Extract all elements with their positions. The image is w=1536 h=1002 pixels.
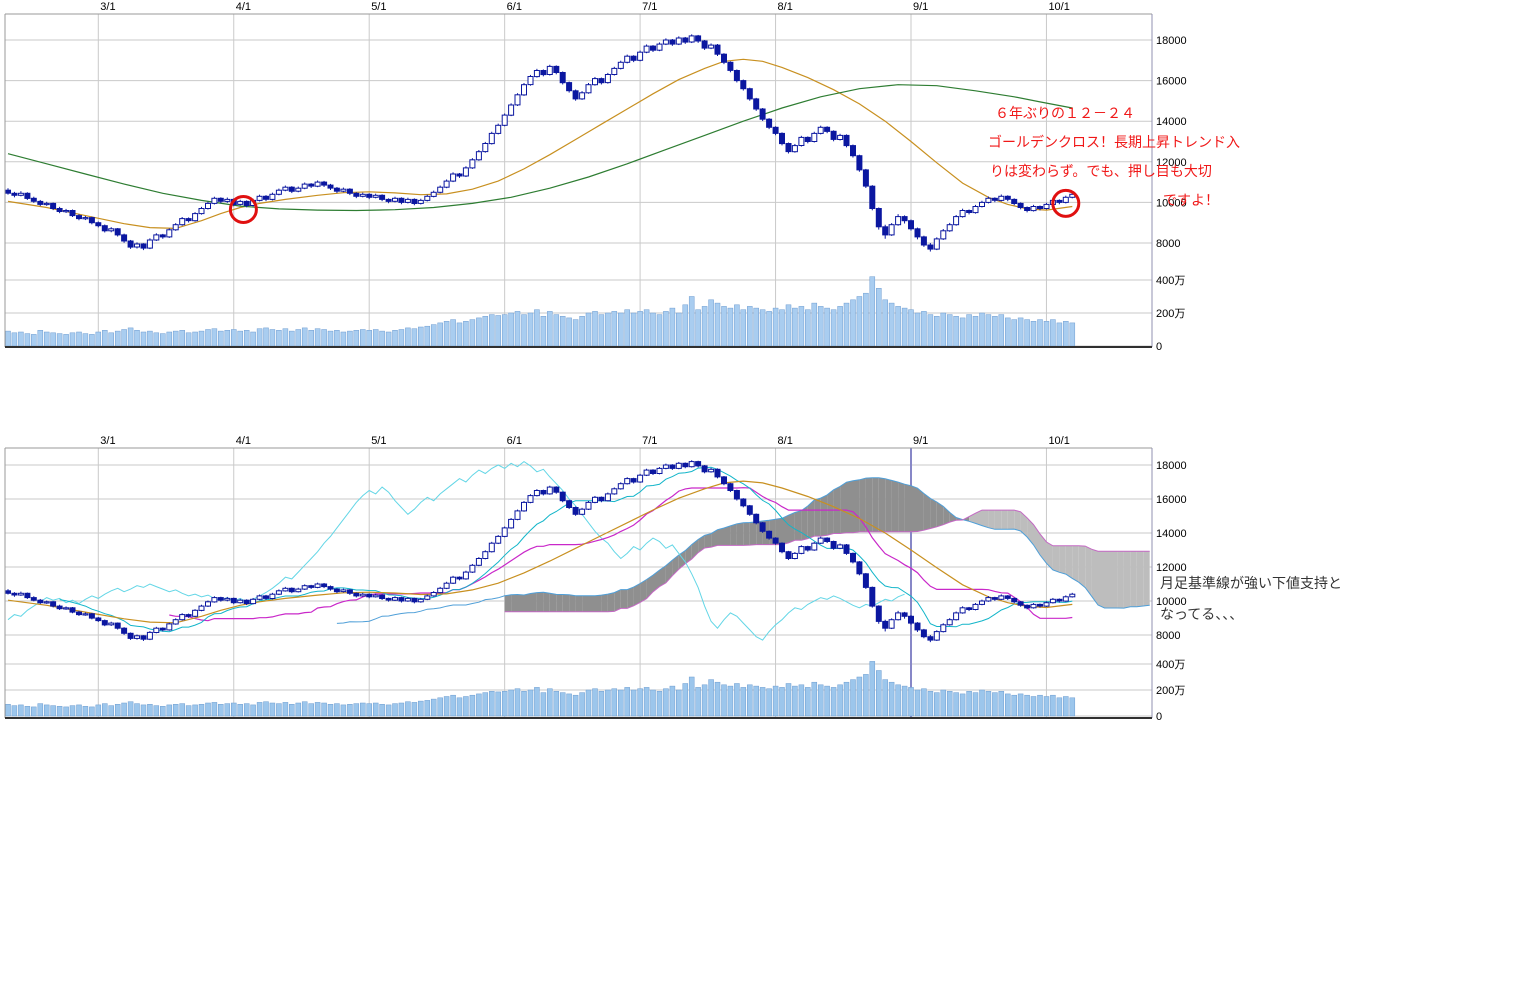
highlight-circles (228, 188, 1081, 224)
chikou-span-line (7, 460, 905, 641)
svg-text:10000: 10000 (1156, 197, 1187, 209)
svg-text:16000: 16000 (1156, 494, 1187, 506)
svg-text:8/1: 8/1 (778, 1, 793, 13)
axis-labels: 3/1 4/1 5/1 6/1 7/1 8/1 9/1 10/1 18000 16000 14000… (100, 1, 1186, 353)
plot-border (4, 447, 1153, 719)
svg-text:0: 0 (1156, 341, 1162, 353)
svg-text:7/1: 7/1 (642, 1, 657, 13)
svg-text:16000: 16000 (1156, 76, 1187, 88)
gridlines (5, 448, 1152, 718)
svg-text:12000: 12000 (1156, 157, 1187, 169)
candlestick-series (5, 460, 1076, 643)
svg-text:4/1: 4/1 (236, 1, 251, 13)
volume-series (5, 661, 1076, 717)
svg-text:6/1: 6/1 (507, 1, 522, 13)
svg-text:8000: 8000 (1156, 238, 1180, 250)
candlestick-series (5, 34, 1076, 252)
svg-text:14000: 14000 (1156, 528, 1187, 540)
bottom-chart-canvas: 3/1 4/1 5/1 6/1 7/1 8/1 9/1 10/1 18000 16000 14000… (4, 435, 1187, 723)
svg-text:14000: 14000 (1156, 116, 1187, 128)
axis-labels: 3/1 4/1 5/1 6/1 7/1 8/1 9/1 10/1 18000 16000 14000… (100, 435, 1186, 723)
svg-text:8000: 8000 (1156, 630, 1180, 642)
long-term-ma-line (7, 84, 1073, 212)
svg-text:10/1: 10/1 (1048, 435, 1069, 447)
svg-text:400万: 400万 (1156, 275, 1185, 287)
top-chart-canvas: 3/1 4/1 5/1 6/1 7/1 8/1 9/1 10/1 18000 16000 14000… (4, 1, 1187, 353)
svg-text:5/1: 5/1 (371, 1, 386, 13)
svg-text:9/1: 9/1 (913, 435, 928, 447)
senkou-span-b-line (504, 509, 1150, 613)
svg-text:4/1: 4/1 (236, 435, 251, 447)
short-term-ma-line (7, 58, 1073, 230)
svg-text:9/1: 9/1 (913, 1, 928, 13)
ichimoku-cloud (504, 477, 1150, 612)
plot-border (4, 13, 1153, 348)
svg-text:5/1: 5/1 (371, 435, 386, 447)
gridlines (5, 14, 1152, 347)
svg-text:200万: 200万 (1156, 685, 1185, 697)
svg-text:18000: 18000 (1156, 35, 1187, 47)
tenkan-line (59, 466, 1073, 633)
svg-text:10/1: 10/1 (1048, 1, 1069, 13)
senkou-span-a-line (336, 477, 1150, 624)
svg-text:200万: 200万 (1156, 308, 1185, 320)
short-term-ma-line (7, 480, 1073, 624)
svg-text:6/1: 6/1 (507, 435, 522, 447)
svg-text:7/1: 7/1 (642, 435, 657, 447)
kijun-line (169, 487, 1073, 622)
svg-text:3/1: 3/1 (100, 435, 115, 447)
svg-text:3/1: 3/1 (100, 1, 115, 13)
svg-text:8/1: 8/1 (778, 435, 793, 447)
svg-text:0: 0 (1156, 711, 1162, 723)
svg-text:400万: 400万 (1156, 659, 1185, 671)
svg-text:10000: 10000 (1156, 596, 1187, 608)
volume-series (5, 276, 1076, 347)
svg-text:18000: 18000 (1156, 460, 1187, 472)
svg-text:12000: 12000 (1156, 562, 1187, 574)
